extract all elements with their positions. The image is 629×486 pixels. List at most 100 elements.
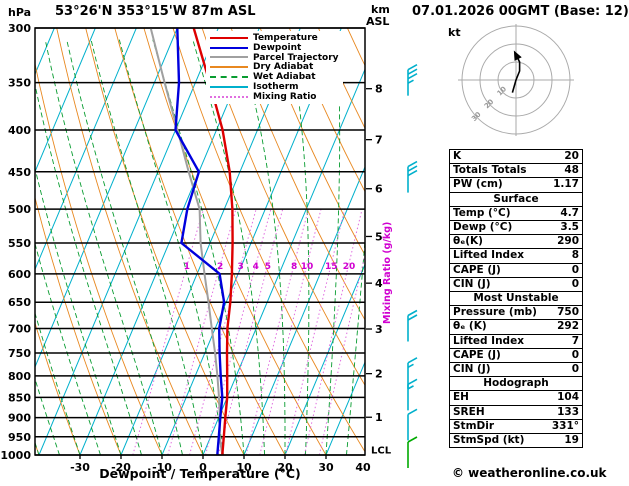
table-row: θₑ (K) 292: [449, 319, 583, 335]
table-row: Lifted Index 8: [449, 248, 583, 264]
table-label: CAPE (J): [449, 262, 547, 278]
table-label: θₑ (K): [449, 319, 547, 335]
svg-text:1000: 1000: [0, 449, 31, 462]
table-value: 8: [546, 248, 583, 264]
table-value: 0: [546, 347, 583, 363]
svg-text:550: 550: [8, 237, 31, 250]
wind-barb: [407, 160, 418, 193]
station-title: 53°26'N 353°15'W 87m ASL: [55, 4, 256, 19]
table-label: StmSpd (kt): [449, 433, 547, 448]
table-value: 290: [546, 234, 583, 249]
svg-text:0: 0: [199, 461, 207, 474]
legend-item: Dewpoint: [210, 43, 339, 53]
copyright: © weatheronline.co.uk: [452, 466, 607, 480]
hodograph-trace: [511, 50, 522, 93]
table-row: θₑ(K) 290: [449, 234, 583, 249]
svg-text:5: 5: [375, 230, 383, 243]
table-label: Totals Totals: [449, 163, 547, 178]
table-value: 0: [546, 262, 583, 278]
table-row: CAPE (J) 0: [449, 262, 583, 278]
wind-barb: [407, 63, 418, 96]
legend-item: Temperature: [210, 33, 339, 43]
legend-item: Dry Adiabat: [210, 62, 339, 72]
table-label: StmDir: [449, 418, 547, 434]
hodograph-unit-label: kt: [448, 26, 461, 39]
dewpoint-curve: [174, 28, 226, 455]
legend-label: Isotherm: [253, 81, 299, 92]
svg-text:350: 350: [8, 77, 31, 90]
svg-text:7: 7: [375, 134, 383, 147]
svg-text:8: 8: [291, 262, 297, 272]
svg-text:700: 700: [8, 323, 31, 336]
x-axis-title: Dewpoint / Temperature (°C): [99, 466, 301, 481]
svg-text:8: 8: [375, 83, 383, 96]
svg-text:5: 5: [265, 262, 271, 272]
wind-barb: [407, 408, 418, 441]
table-value: 133: [546, 404, 583, 420]
legend-line-sample: [210, 56, 248, 59]
legend-label: Mixing Ratio: [253, 91, 317, 102]
table-row: EH 104: [449, 390, 583, 406]
legend-line-sample: [210, 46, 248, 49]
table-section-row: Hodograph: [449, 376, 583, 391]
table-section-header: Hodograph: [449, 376, 583, 391]
legend-label: Wet Adiabat: [253, 72, 316, 83]
indices-table: K 20 Totals Totals 48 PW (cm) 1.17 Surface Temp…: [449, 148, 583, 449]
mixing-ratio-axis-label: Mixing Ratio (g/kg): [382, 221, 393, 325]
temperature-curve: [192, 28, 234, 455]
svg-text:750: 750: [8, 347, 31, 360]
table-value: 7: [546, 333, 583, 349]
legend-line-sample: [210, 36, 248, 39]
table-section-header: Most Unstable: [449, 291, 583, 306]
svg-text:-10: -10: [152, 461, 172, 474]
svg-text:2: 2: [217, 262, 223, 272]
lcl-label: LCL: [371, 446, 392, 457]
svg-text:40: 40: [355, 461, 371, 474]
mixing-ratio-value-labels: 1 2 3 4 5 8 10 15 20: [184, 262, 355, 272]
table-label: Lifted Index: [449, 333, 547, 349]
svg-text:20: 20: [277, 461, 293, 474]
legend: Temperature Dewpoint Parcel Trajectory Dry …: [206, 31, 343, 104]
table-value: 104: [546, 390, 583, 406]
svg-text:4: 4: [375, 277, 383, 290]
table-label: CAPE (J): [449, 347, 547, 363]
table-row: Lifted Index 7: [449, 333, 583, 349]
table-value: 48: [546, 163, 583, 178]
table-row: CIN (J) 0: [449, 362, 583, 377]
table-section-header: Surface: [449, 191, 583, 207]
table-value: 750: [546, 305, 583, 320]
table-value: 1.17: [546, 177, 583, 193]
table-row: Dewp (°C) 3.5: [449, 220, 583, 235]
table-row: StmSpd (kt) 19: [449, 433, 583, 448]
legend-line-sample: [210, 85, 248, 88]
legend-item: Wet Adiabat: [210, 72, 339, 82]
wet-adiabat-lines: [35, 39, 365, 455]
table-label: CIN (J): [449, 362, 547, 377]
legend-line-sample: [210, 76, 248, 79]
svg-text:-30: -30: [70, 461, 90, 474]
svg-text:30: 30: [318, 461, 334, 474]
table-row: PW (cm) 1.17: [449, 177, 583, 193]
table-value: 19: [546, 433, 583, 448]
temperature-axis: -30 -20 -10 0 10 20 30 40: [70, 455, 371, 474]
table-row: Pressure (mb) 750: [449, 305, 583, 320]
wind-barb: [407, 309, 418, 342]
table-row: K 20: [449, 148, 583, 164]
datetime-label: 07.01.2026 00GMT (Base: 12): [412, 4, 629, 19]
sounding-profiles: [149, 28, 234, 455]
table-label: K: [449, 148, 547, 164]
altitude-unit-km: km: [371, 3, 390, 16]
svg-text:850: 850: [8, 391, 31, 404]
legend-item: Parcel Trajectory: [210, 53, 339, 63]
svg-text:1: 1: [375, 411, 383, 424]
svg-text:6: 6: [375, 183, 383, 196]
table-label: CIN (J): [449, 276, 547, 292]
svg-text:450: 450: [8, 166, 31, 179]
table-value: 0: [546, 276, 583, 292]
table-label: Dewp (°C): [449, 220, 547, 235]
wind-barb: [407, 378, 418, 411]
pressure-labels: 300 350 400 450 500 550 600 650 700 750 800 850 900 9…: [0, 22, 31, 462]
